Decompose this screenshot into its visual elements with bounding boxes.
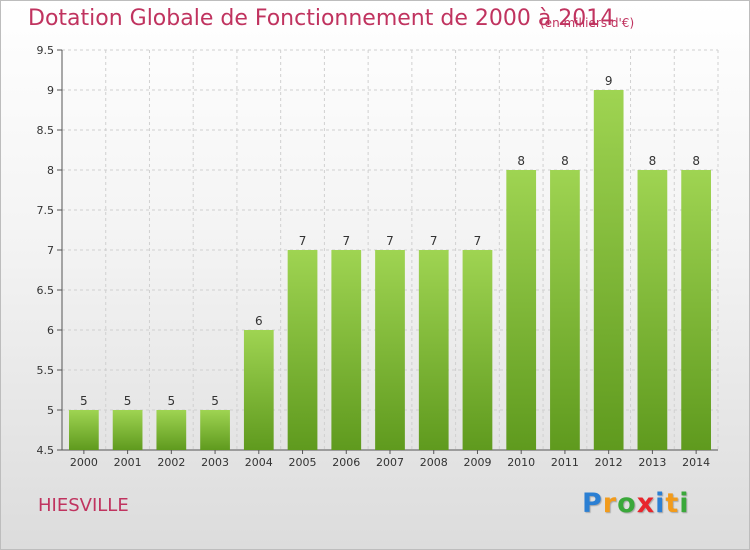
chart-title: Dotation Globale de Fonctionnement de 20…: [28, 6, 615, 31]
logo-letter: i: [679, 488, 690, 519]
x-tick-label: 2014: [682, 456, 710, 469]
x-tick-label: 2006: [332, 456, 360, 469]
bar-value-label: 6: [255, 314, 263, 328]
bar-value-label: 8: [517, 154, 525, 168]
bar: [637, 170, 668, 450]
x-tick-label: 2000: [70, 456, 98, 469]
bar-value-label: 7: [299, 234, 307, 248]
bar: [243, 330, 274, 450]
bar-value-label: 8: [692, 154, 700, 168]
bar: [331, 250, 362, 450]
logo-letter: t: [665, 488, 680, 519]
bar-value-label: 8: [561, 154, 569, 168]
bar: [287, 250, 318, 450]
bar-value-label: 7: [474, 234, 482, 248]
y-tick-label: 8.5: [37, 124, 55, 137]
bar: [593, 90, 624, 450]
x-tick-label: 2008: [420, 456, 448, 469]
y-tick-label: 9.5: [37, 44, 55, 57]
bar: [156, 410, 187, 450]
x-tick-label: 2003: [201, 456, 229, 469]
y-tick-label: 7: [47, 244, 54, 257]
bar: [200, 410, 230, 450]
x-tick-label: 2001: [114, 456, 142, 469]
y-tick-label: 4.5: [37, 444, 55, 457]
bar: [418, 250, 449, 450]
y-tick-label: 6.5: [37, 284, 55, 297]
bar-value-label: 5: [124, 394, 132, 408]
chart-unit-note: (en milliers d'€): [540, 16, 635, 30]
logo-letter: r: [602, 488, 618, 519]
commune-name: HIESVILLE: [38, 495, 129, 516]
x-tick-label: 2010: [507, 456, 535, 469]
y-tick-label: 9: [47, 84, 54, 97]
y-tick-label: 5.5: [37, 364, 55, 377]
y-tick-label: 7.5: [37, 204, 55, 217]
bar: [68, 410, 99, 450]
bar: [550, 170, 580, 450]
x-tick-label: 2004: [245, 456, 273, 469]
bars: [68, 90, 712, 450]
bar: [112, 410, 143, 450]
x-tick-label: 2007: [376, 456, 404, 469]
bar: [506, 170, 537, 450]
bar: [681, 170, 712, 450]
logo-letter: x: [636, 488, 656, 519]
y-tick-label: 6: [47, 324, 54, 337]
bar: [462, 250, 493, 450]
logo-letter: i: [655, 488, 666, 519]
bar-value-label: 7: [342, 234, 350, 248]
bar-value-label: 8: [649, 154, 657, 168]
bar: [375, 250, 405, 450]
x-tick-label: 2009: [463, 456, 491, 469]
x-tick-label: 2013: [638, 456, 666, 469]
bar-value-label: 7: [430, 234, 438, 248]
logo-letter: P: [582, 488, 603, 519]
y-tick-label: 5: [47, 404, 54, 417]
bar-value-label: 5: [211, 394, 219, 408]
x-tick-label: 2012: [595, 456, 623, 469]
proxiti-logo: Proxiti: [582, 488, 690, 519]
y-tick-label: 8: [47, 164, 54, 177]
x-tick-label: 2002: [157, 456, 185, 469]
bar-value-label: 9: [605, 74, 613, 88]
logo-letter: o: [617, 488, 637, 519]
bar-value-label: 5: [168, 394, 176, 408]
labels: 4.5 5 5.5 6 6.5 7 7.5 8 8.5 9 9.5 5 2000 5 2001 5 2002 5 2…: [37, 44, 711, 469]
bar-value-label: 7: [386, 234, 394, 248]
x-tick-label: 2011: [551, 456, 579, 469]
bar-value-label: 5: [80, 394, 88, 408]
x-tick-label: 2005: [289, 456, 317, 469]
